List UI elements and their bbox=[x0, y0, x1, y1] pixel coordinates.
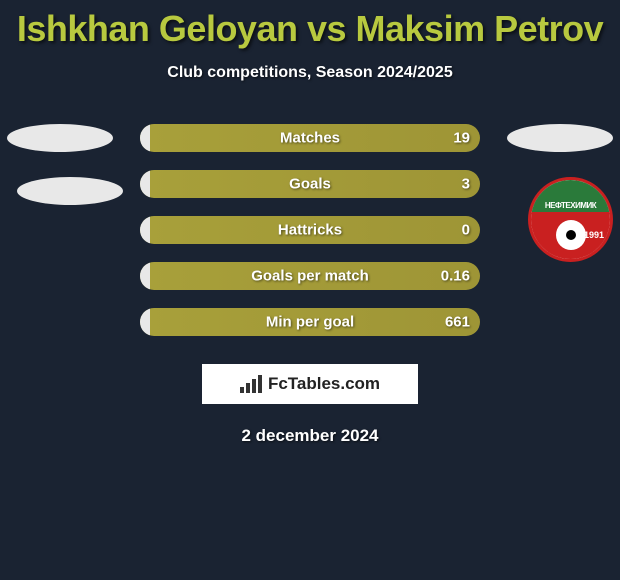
left-club-placeholder-icon bbox=[17, 177, 123, 205]
stat-row: Goals per match 0.16 bbox=[140, 262, 480, 290]
comparison-title: Ishkhan Geloyan vs Maksim Petrov bbox=[0, 0, 620, 50]
stat-value-right: 661 bbox=[445, 314, 470, 331]
stat-label: Goals bbox=[289, 176, 331, 193]
badge-club-name: НЕФТЕХИМИК bbox=[545, 201, 596, 210]
stat-value-right: 0.16 bbox=[441, 268, 470, 285]
stat-label: Goals per match bbox=[251, 268, 369, 285]
stat-bar-left bbox=[140, 262, 150, 290]
badge-year: 1991 bbox=[584, 230, 604, 240]
stat-bar-left bbox=[140, 170, 150, 198]
stat-label: Matches bbox=[280, 130, 340, 147]
soccer-ball-icon bbox=[556, 220, 586, 250]
watermark: FcTables.com bbox=[202, 364, 418, 404]
badge-mid-stripe: 1991 bbox=[531, 212, 610, 259]
watermark-text: FcTables.com bbox=[268, 374, 380, 394]
stat-row: Min per goal 661 bbox=[140, 308, 480, 336]
stat-label: Hattricks bbox=[278, 222, 342, 239]
comparison-subtitle: Club competitions, Season 2024/2025 bbox=[0, 64, 620, 82]
date-label: 2 december 2024 bbox=[0, 426, 620, 446]
stat-value-right: 19 bbox=[453, 130, 470, 147]
stat-bar-left bbox=[140, 216, 150, 244]
bar-chart-icon bbox=[240, 375, 262, 393]
stat-row: Matches 19 bbox=[140, 124, 480, 152]
stat-label: Min per goal bbox=[266, 314, 354, 331]
right-player-placeholder-icon bbox=[507, 124, 613, 152]
right-club-badge: НЕФТЕХИМИК 1991 bbox=[528, 177, 613, 262]
stat-row: Hattricks 0 bbox=[140, 216, 480, 244]
left-player-placeholder-icon bbox=[7, 124, 113, 152]
stat-value-right: 3 bbox=[462, 176, 470, 193]
stats-container: НЕФТЕХИМИК 1991 Matches 19 Goals 3 Hattricks… bbox=[0, 124, 620, 336]
stat-value-right: 0 bbox=[462, 222, 470, 239]
stat-row: Goals 3 bbox=[140, 170, 480, 198]
stat-bar-left bbox=[140, 308, 150, 336]
stat-bar-left bbox=[140, 124, 150, 152]
